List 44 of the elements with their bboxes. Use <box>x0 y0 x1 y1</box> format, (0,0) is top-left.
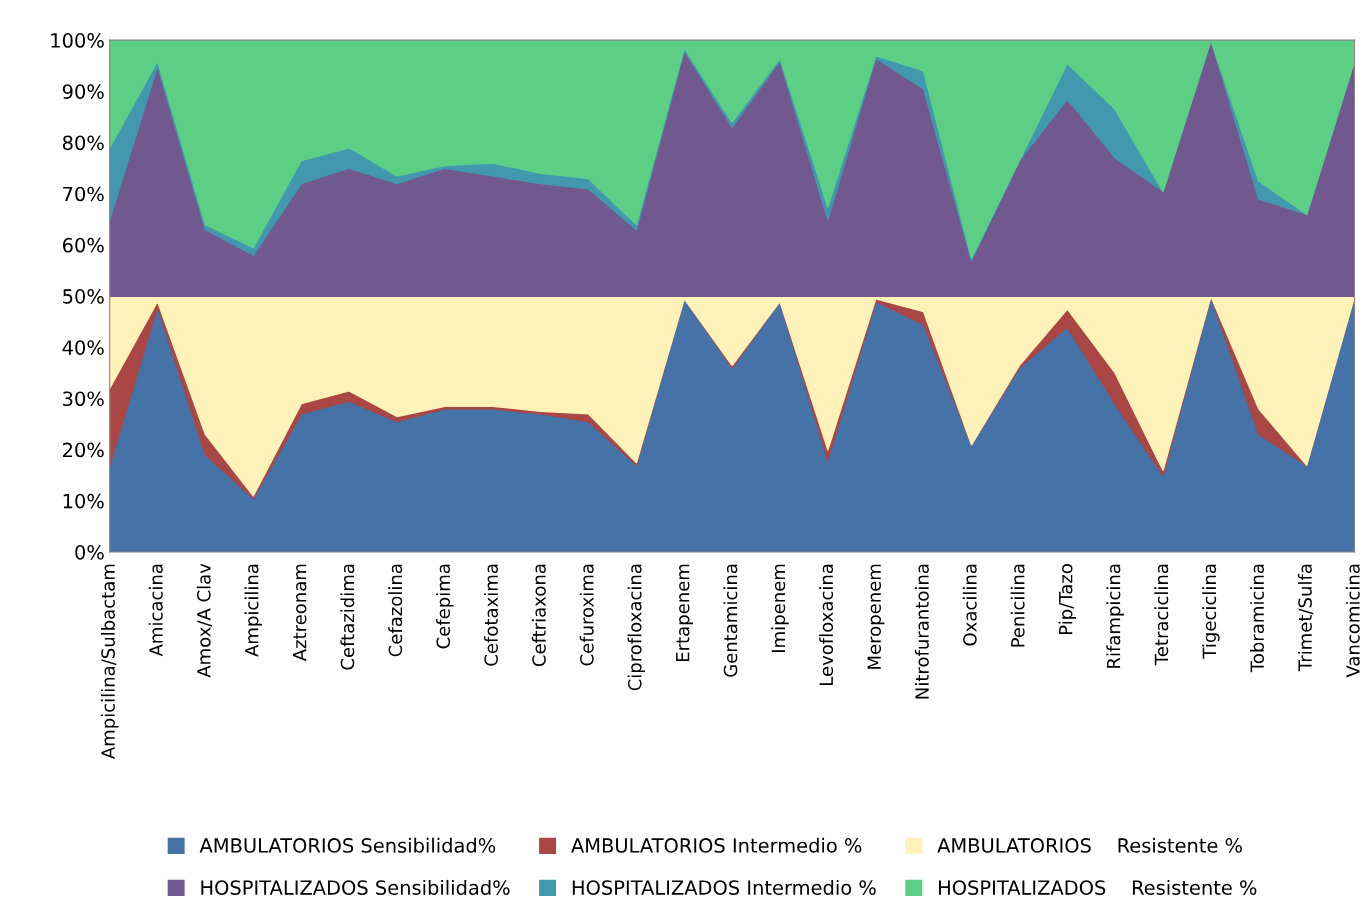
x-tick-label: Ceftriaxona <box>531 564 546 667</box>
legend-label: AMBULATORIOS Intermedio % <box>571 837 862 853</box>
x-tick-label: Tobramicina <box>1250 564 1265 673</box>
y-tick-label: 70% <box>63 186 104 202</box>
x-tick-label: Pip/Tazo <box>1058 564 1077 635</box>
x-tick-label: Rifampicina <box>1106 564 1124 668</box>
x-tick-label: Ciprofloxacina <box>627 564 646 691</box>
x-tick-label: Ampicilina/Sulbactam <box>100 564 119 760</box>
x-tick-label: Vancomicina <box>1345 564 1360 678</box>
legend-label: HOSPITALIZADOS Intermedio % <box>572 879 876 895</box>
x-tick-label: Penicilina <box>1010 564 1025 647</box>
x-tick-label: Trimet/Sulfa <box>1297 564 1314 672</box>
x-tick-label: Tetraciclina <box>1154 564 1169 666</box>
x-tick-label: Ertapenem <box>676 564 693 662</box>
y-tick-label: 40% <box>62 340 104 355</box>
x-tick-label: Cefepima <box>436 564 454 649</box>
x-tick-label: Nitrofurantoina <box>914 564 929 699</box>
x-tick-label: Levofloxacina <box>819 564 834 685</box>
y-tick-label: 10% <box>63 493 104 509</box>
x-tick-label: Cefuroxima <box>579 564 594 666</box>
y-tick-label: 90% <box>62 84 104 99</box>
x-tick-label: Gentamicina <box>723 564 738 677</box>
x-tick-label: Cefazolina <box>388 564 403 657</box>
legend-label: AMBULATORIOS Sensibilidad% <box>199 837 496 853</box>
y-tick-label: 60% <box>62 237 104 253</box>
legend-label: AMBULATORIOS Resistente % <box>937 837 1242 853</box>
y-tick-label: 80% <box>62 135 104 151</box>
x-tick-label: Oxacilina <box>962 564 977 646</box>
x-tick-label: Amox/A Clav <box>196 563 213 678</box>
x-tick-label: Cefotaxima <box>483 564 498 666</box>
y-tick-label: 30% <box>63 391 104 407</box>
y-tick-label: 0% <box>75 544 104 560</box>
legend-label: HOSPITALIZADOS Resistente % <box>939 879 1257 895</box>
x-tick-label: Ampicilina <box>244 564 263 657</box>
y-tick-label: 100% <box>51 33 104 48</box>
x-tick-label: Meropenem <box>867 564 885 669</box>
legend-label: HOSPITALIZADOS Sensibilidad% <box>201 879 510 895</box>
x-tick-label: Amicacina <box>148 564 163 657</box>
x-tick-label: Tigeciclina <box>1202 564 1220 659</box>
x-tick-label: Imipenem <box>771 564 789 652</box>
y-tick-label: 20% <box>63 442 104 458</box>
x-tick-label: Aztreonam <box>293 564 307 662</box>
y-tick-label: 50% <box>63 289 104 304</box>
x-tick-label: Ceftazidima <box>340 564 355 670</box>
